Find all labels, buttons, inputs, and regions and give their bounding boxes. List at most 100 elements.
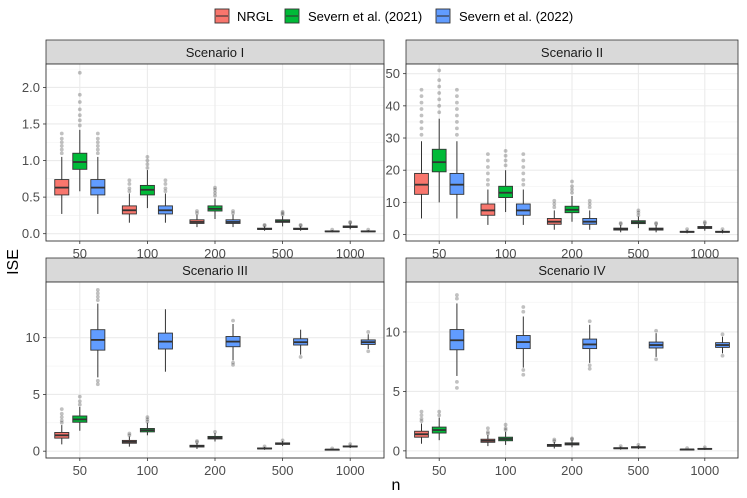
box-50 [414, 87, 429, 219]
outlier-point [521, 165, 526, 169]
y-tick-label: 5 [393, 384, 400, 399]
outlier-point [77, 100, 82, 104]
box-500 [613, 444, 629, 450]
box-iqr [431, 148, 447, 173]
outlier-point [348, 220, 353, 225]
outlier-point [77, 113, 82, 118]
outlier-point [298, 223, 303, 228]
box-50 [72, 394, 88, 431]
box-50 [72, 70, 88, 192]
outlier-point [437, 413, 442, 418]
box-100 [498, 148, 513, 213]
x-tick-label: 200 [204, 463, 226, 478]
x-axis-title: n [392, 477, 401, 494]
x-tick-label: 1000 [690, 463, 719, 478]
legend-label-nrgl: NRGL [237, 9, 273, 24]
series-nrgl [54, 131, 340, 233]
box-50 [414, 409, 429, 444]
box-100 [121, 431, 137, 447]
outlier-point [419, 113, 424, 118]
outlier-point [163, 182, 168, 186]
outlier-point [485, 431, 490, 436]
outlier-point [570, 190, 574, 195]
outlier-point [77, 107, 82, 112]
x-tick-label: 100 [495, 246, 517, 261]
series-severn-et-al-2022 [90, 131, 376, 233]
outlier-point [231, 360, 235, 365]
outlier-point [521, 305, 526, 309]
outlier-point [552, 198, 557, 203]
y-tick-label: 0.0 [22, 226, 40, 241]
outlier-point [437, 78, 442, 82]
box-1000 [342, 442, 358, 449]
outlier-point [95, 140, 100, 145]
outlier-point [455, 385, 459, 390]
outlier-point [213, 185, 217, 190]
outlier-point [437, 409, 442, 414]
outlier-point [127, 186, 132, 191]
outlier-point [77, 118, 82, 123]
panel-scenario-ii: Scenario II 0 10 20 30 40 50 50 100 200 500 1000 [386, 39, 739, 261]
facet-title: Scenario I [186, 45, 245, 60]
outlier-point [366, 349, 371, 354]
outlier-point [59, 420, 64, 425]
box-100 [480, 426, 496, 447]
y-tick-label: 10 [386, 324, 400, 339]
series-severn-et-al-2021 [72, 70, 358, 230]
outlier-point [503, 153, 508, 158]
outlier-point [552, 437, 557, 442]
x-tick-label: 50 [73, 246, 87, 261]
outlier-point [163, 186, 168, 191]
x-tick-label: 50 [432, 246, 446, 261]
series-nrgl [414, 409, 695, 451]
box-200 [546, 198, 562, 230]
outlier-point [195, 209, 199, 213]
box-1000 [360, 227, 376, 233]
outlier-point [419, 413, 424, 418]
outlier-point [231, 318, 235, 323]
facet-title: Scenario IV [538, 263, 606, 278]
series-severn-et-al-2022 [90, 288, 376, 387]
box-100 [157, 309, 173, 372]
y-axis-title: ISE [5, 249, 22, 275]
outlier-point [280, 438, 285, 443]
outlier-point [654, 328, 659, 333]
box-200 [225, 209, 241, 228]
box-100 [157, 178, 173, 223]
outlier-point [587, 366, 592, 371]
outlier-point [455, 132, 459, 137]
outlier-point [455, 379, 459, 384]
x-tick-label: 100 [137, 463, 159, 478]
outlier-point [262, 444, 267, 449]
outlier-point [618, 222, 623, 226]
outlier-point [213, 190, 217, 195]
y-tick-label: 1.5 [22, 116, 40, 131]
outlier-point [636, 208, 641, 213]
box-500 [257, 444, 273, 450]
box-200 [546, 437, 562, 449]
outlier-point [503, 428, 508, 432]
box-500 [631, 443, 646, 450]
outlier-point [685, 227, 689, 231]
outlier-point [521, 372, 526, 377]
outlier-point [366, 330, 371, 334]
outlier-point [437, 97, 442, 102]
outlier-point [570, 179, 574, 184]
outlier-point [231, 211, 235, 216]
box-500 [293, 329, 309, 359]
outlier-point [95, 378, 100, 383]
facet-strip [45, 257, 385, 283]
outlier-point [485, 158, 490, 163]
outlier-point [521, 309, 526, 314]
series-severn-et-al-2022 [449, 293, 730, 390]
y-tick-label: 0.5 [22, 190, 40, 205]
outlier-point [127, 433, 132, 438]
outlier-point [419, 409, 424, 414]
outlier-point [618, 221, 623, 225]
outlier-point [163, 178, 168, 183]
outlier-point [636, 443, 641, 447]
outlier-point [95, 291, 100, 296]
series-nrgl [414, 87, 695, 234]
box-1000 [715, 227, 730, 234]
y-tick-label: 2.0 [22, 80, 40, 95]
